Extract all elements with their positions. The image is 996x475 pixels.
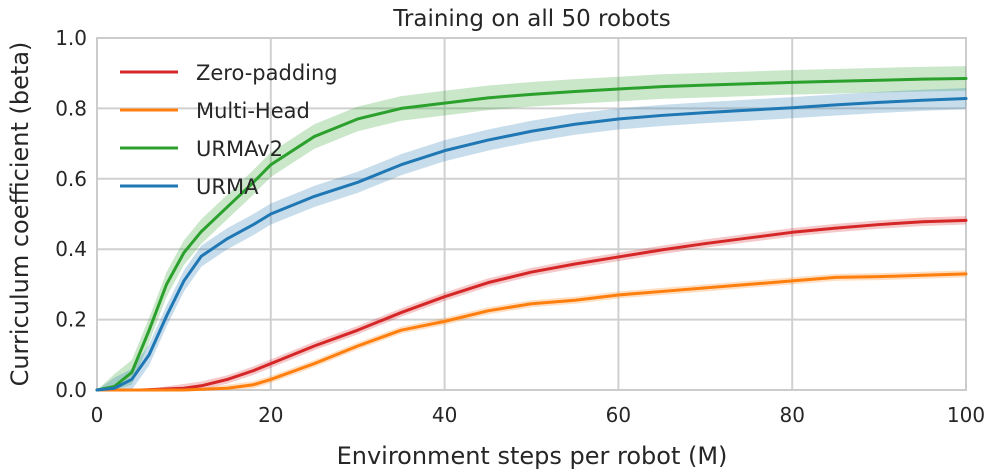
y-tick-label: 0.2 [55,308,87,332]
x-tick-label: 80 [779,403,804,427]
series-line [95,76,968,392]
confidence-band [97,66,966,390]
plot-area: 0 20 40 60 80 100 0.0 0.2 0.4 0.6 0.8 1.0 Zero-paddi… [55,26,985,427]
x-tick-label: 60 [606,403,631,427]
series-line [95,218,968,392]
legend-label: URMA [196,175,259,199]
y-axis-label: Curriculum coefficient (beta) [6,42,34,387]
x-tick-label: 40 [432,403,457,427]
chart-title: Training on all 50 robots [392,6,670,32]
series-line [95,97,968,392]
plot-frame [96,37,967,391]
x-tick-label: 100 [947,403,985,427]
y-tick-label: 0.8 [55,96,87,120]
y-tick-label: 0.6 [55,167,87,191]
confidence-band [97,270,966,390]
legend-label: Multi-Head [196,99,310,123]
series-line [95,272,968,392]
x-tick-label: 20 [258,403,283,427]
y-tick-label: 1.0 [55,26,87,50]
legend-label: Zero-padding [196,61,338,85]
y-tick-label: 0.0 [55,378,87,402]
x-tick-label: 0 [91,403,104,427]
y-tick-label: 0.4 [55,237,87,261]
x-axis-label: Environment steps per robot (M) [337,442,728,470]
legend-label: URMAv2 [196,137,283,161]
